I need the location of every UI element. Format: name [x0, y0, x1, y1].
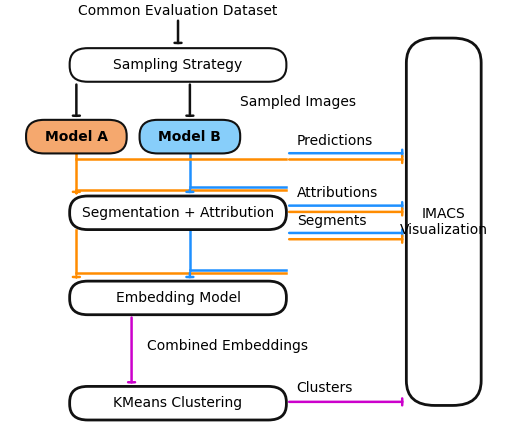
- Text: Embedding Model: Embedding Model: [116, 291, 240, 305]
- Text: IMACS
Visualization: IMACS Visualization: [400, 207, 488, 237]
- Text: Model B: Model B: [158, 129, 221, 144]
- Text: Segmentation + Attribution: Segmentation + Attribution: [82, 206, 274, 220]
- Text: Clusters: Clusters: [297, 381, 353, 395]
- FancyBboxPatch shape: [26, 120, 127, 153]
- FancyBboxPatch shape: [70, 48, 286, 82]
- FancyBboxPatch shape: [139, 120, 240, 153]
- Text: Common Evaluation Dataset: Common Evaluation Dataset: [78, 4, 278, 18]
- FancyBboxPatch shape: [70, 196, 286, 229]
- FancyBboxPatch shape: [70, 281, 286, 314]
- Text: Combined Embeddings: Combined Embeddings: [147, 339, 308, 353]
- FancyBboxPatch shape: [407, 38, 481, 405]
- Text: Sampling Strategy: Sampling Strategy: [114, 58, 243, 72]
- Text: Sampled Images: Sampled Images: [240, 95, 356, 109]
- Text: Attributions: Attributions: [297, 186, 378, 200]
- Text: Segments: Segments: [297, 215, 366, 228]
- FancyBboxPatch shape: [70, 386, 286, 420]
- Text: Predictions: Predictions: [297, 134, 373, 148]
- Text: KMeans Clustering: KMeans Clustering: [114, 396, 243, 410]
- Text: Model A: Model A: [45, 129, 108, 144]
